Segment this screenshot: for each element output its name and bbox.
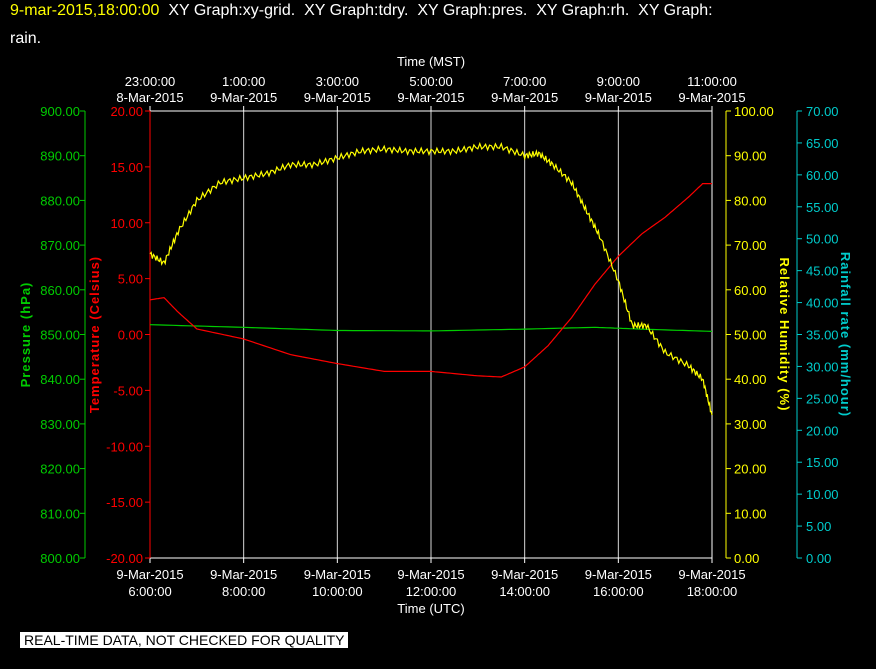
- humidity-axis-tick-label: 80.00: [734, 193, 767, 208]
- x-top-tick-time: 5:00:00: [409, 74, 452, 89]
- x-bottom-tick-time: 6:00:00: [128, 584, 171, 599]
- quality-disclaimer: REAL-TIME DATA, NOT CHECKED FOR QUALITY: [20, 632, 349, 648]
- rain-axis-tick-label: 0.00: [806, 551, 831, 566]
- humidity-axis-tick-label: 40.00: [734, 372, 767, 387]
- x-top-tick-date: 9-Mar-2015: [397, 90, 464, 105]
- humidity-series-line: [149, 141, 713, 416]
- x-bottom-tick-date: 9-Mar-2015: [116, 567, 183, 582]
- rain-axis-tick-label: 30.00: [806, 359, 839, 374]
- x-top-tick-date: 9-Mar-2015: [304, 90, 371, 105]
- temperature-axis-tick-label: 10.00: [110, 216, 143, 231]
- x-top-tick-date: 9-Mar-2015: [210, 90, 277, 105]
- rain-axis-tick-label: 35.00: [806, 328, 839, 343]
- pressure-axis-tick-label: 860.00: [40, 283, 80, 298]
- graph-timestamp: 9-mar-2015,18:00:00: [10, 2, 160, 19]
- pressure-axis-tick-label: 880.00: [40, 193, 80, 208]
- x-top-tick-time: 23:00:00: [125, 74, 176, 89]
- humidity-axis-tick-label: 70.00: [734, 238, 767, 253]
- x-bottom-tick-time: 12:00:00: [406, 584, 457, 599]
- x-bottom-tick-time: 18:00:00: [687, 584, 738, 599]
- x-top-axis-label: Time (MST): [397, 54, 465, 69]
- pressure-axis-tick-label: 890.00: [40, 149, 80, 164]
- rain-axis-tick-label: 55.00: [806, 200, 839, 215]
- pressure-axis-tick-label: 820.00: [40, 462, 80, 477]
- x-top-tick-time: 9:00:00: [597, 74, 640, 89]
- rain-axis-tick-label: 70.00: [806, 104, 839, 119]
- pressure-axis-tick-label: 900.00: [40, 104, 80, 119]
- humidity-axis-tick-label: 10.00: [734, 506, 767, 521]
- pressure-axis-label: Pressure (hPa): [18, 282, 33, 388]
- humidity-axis-tick-label: 20.00: [734, 462, 767, 477]
- rain-axis-label: Rainfall rate (mm/hour): [838, 252, 853, 417]
- x-bottom-tick-time: 16:00:00: [593, 584, 644, 599]
- rain-axis-tick-label: 50.00: [806, 232, 839, 247]
- humidity-axis-tick-label: 0.00: [734, 551, 759, 566]
- rain-axis-tick-label: 5.00: [806, 519, 831, 534]
- humidity-axis-tick-label: 50.00: [734, 328, 767, 343]
- x-bottom-tick-date: 9-Mar-2015: [678, 567, 745, 582]
- pressure-axis-tick-label: 830.00: [40, 417, 80, 432]
- x-top-tick-time: 1:00:00: [222, 74, 265, 89]
- pressure-axis-tick-label: 850.00: [40, 328, 80, 343]
- temperature-axis-tick-label: -5.00: [113, 383, 143, 398]
- pressure-axis-tick-label: 800.00: [40, 551, 80, 566]
- temperature-axis-tick-label: 20.00: [110, 104, 143, 119]
- x-top-tick-time: 7:00:00: [503, 74, 546, 89]
- pressure-axis-tick-label: 870.00: [40, 238, 80, 253]
- temperature-axis-label: Temperature (Celsius): [87, 256, 102, 413]
- rain-axis-tick-label: 20.00: [806, 423, 839, 438]
- rain-axis-tick-label: 15.00: [806, 455, 839, 470]
- x-bottom-tick-date: 9-Mar-2015: [585, 567, 652, 582]
- x-top-tick-date: 9-Mar-2015: [585, 90, 652, 105]
- rain-axis-tick-label: 65.00: [806, 136, 839, 151]
- x-top-tick-time: 11:00:00: [687, 74, 737, 89]
- x-bottom-tick-date: 9-Mar-2015: [210, 567, 277, 582]
- temperature-axis-tick-label: 5.00: [118, 272, 143, 287]
- temperature-axis-tick-label: -20.00: [106, 551, 143, 566]
- graph-title-continued: rain.: [10, 30, 42, 47]
- humidity-axis-label: Relative Humidity (%): [777, 258, 792, 412]
- x-bottom-tick-date: 9-Mar-2015: [491, 567, 558, 582]
- rain-axis-tick-label: 40.00: [806, 296, 839, 311]
- humidity-axis-tick-label: 100.00: [734, 104, 774, 119]
- graph-title-series: XY Graph:xy-grid. XY Graph:tdry. XY Grap…: [159, 2, 713, 19]
- pressure-axis-tick-label: 810.00: [40, 506, 80, 521]
- rain-axis-tick-label: 45.00: [806, 264, 839, 279]
- pressure-series-line: [149, 324, 713, 332]
- x-bottom-tick-date: 9-Mar-2015: [397, 567, 464, 582]
- humidity-axis-tick-label: 30.00: [734, 417, 767, 432]
- pressure-axis-tick-label: 840.00: [40, 372, 80, 387]
- x-top-tick-time: 3:00:00: [316, 74, 359, 89]
- temperature-axis-tick-label: 0.00: [118, 328, 143, 343]
- x-bottom-tick-time: 8:00:00: [222, 584, 265, 599]
- x-bottom-tick-time: 14:00:00: [499, 584, 550, 599]
- humidity-axis-tick-label: 90.00: [734, 149, 767, 164]
- rain-axis-tick-label: 25.00: [806, 391, 839, 406]
- rain-axis-tick-label: 10.00: [806, 487, 839, 502]
- temperature-axis-tick-label: 15.00: [110, 160, 143, 175]
- x-top-tick-date: 8-Mar-2015: [116, 90, 183, 105]
- temperature-axis-tick-label: -10.00: [106, 439, 143, 454]
- x-bottom-axis-label: Time (UTC): [397, 601, 464, 616]
- graph-title: 9-mar-2015,18:00:00 XY Graph:xy-grid. XY…: [10, 2, 713, 20]
- x-bottom-tick-time: 10:00:00: [312, 584, 363, 599]
- x-top-tick-date: 9-Mar-2015: [491, 90, 558, 105]
- temperature-series-line: [149, 183, 712, 378]
- x-bottom-tick-date: 9-Mar-2015: [304, 567, 371, 582]
- humidity-axis-tick-label: 60.00: [734, 283, 767, 298]
- temperature-axis-tick-label: -15.00: [106, 495, 143, 510]
- x-top-tick-date: 9-Mar-2015: [678, 90, 745, 105]
- rain-axis-tick-label: 60.00: [806, 168, 839, 183]
